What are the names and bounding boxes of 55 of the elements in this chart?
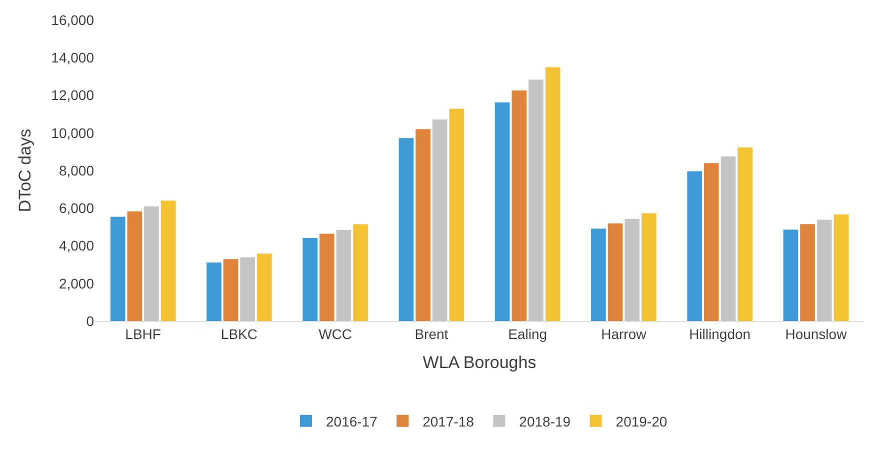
- bar: [720, 156, 736, 321]
- bar: [432, 120, 448, 321]
- x-tick-label: WCC: [318, 326, 352, 342]
- bar: [738, 148, 752, 321]
- y-axis-title: DToC days: [16, 128, 35, 212]
- x-tick-label: Harrow: [601, 326, 648, 342]
- y-tick-label: 0: [86, 312, 94, 329]
- bar: [624, 218, 640, 321]
- bar: [127, 211, 142, 321]
- bar: [160, 200, 176, 321]
- bar: [545, 67, 560, 321]
- y-tick-label: 8,000: [58, 162, 94, 178]
- bar: [144, 206, 159, 321]
- bar: [800, 224, 815, 321]
- bar: [704, 163, 719, 321]
- bar: [110, 216, 126, 321]
- y-tick-label: 4,000: [58, 238, 94, 254]
- bar: [608, 223, 623, 321]
- bar: [302, 238, 318, 321]
- y-tick-label: 10,000: [51, 124, 94, 141]
- bar: [240, 257, 255, 321]
- bar: [642, 213, 656, 321]
- bar: [416, 129, 430, 321]
- x-tick-label: Hounslow: [785, 326, 848, 342]
- bar: [816, 220, 832, 321]
- legend-label: 2017-18: [422, 413, 474, 430]
- bar: [320, 234, 334, 321]
- legend-label: 2018-19: [519, 413, 571, 430]
- bar: [398, 138, 414, 321]
- bar: [257, 254, 272, 321]
- bar: [591, 228, 606, 321]
- x-axis-title: WLA Boroughs: [422, 353, 536, 372]
- bar: [512, 90, 527, 321]
- y-tick-label: 12,000: [51, 87, 94, 104]
- bar: [494, 102, 510, 321]
- x-tick-label: Hillingdon: [689, 326, 751, 342]
- x-tick-label: Brent: [414, 326, 448, 342]
- bar: [834, 214, 849, 321]
- bar: [223, 259, 238, 321]
- y-tick-label: 14,000: [51, 50, 94, 66]
- y-tick-label: 2,000: [58, 275, 94, 292]
- bar: [353, 224, 368, 321]
- legend-label: 2019-20: [616, 413, 668, 430]
- x-tick-label: LBKC: [220, 326, 258, 342]
- x-tick-label: LBHF: [125, 326, 161, 342]
- bar: [336, 230, 352, 321]
- bar: [687, 171, 702, 321]
- y-tick-label: 16,000: [51, 12, 94, 28]
- bar: [449, 108, 464, 321]
- bar: [528, 80, 544, 321]
- bar: [783, 230, 798, 321]
- legend-label: 2016-17: [326, 413, 378, 430]
- bar: [206, 262, 222, 321]
- x-tick-label: Ealing: [508, 326, 548, 342]
- y-tick-label: 6,000: [58, 200, 94, 216]
